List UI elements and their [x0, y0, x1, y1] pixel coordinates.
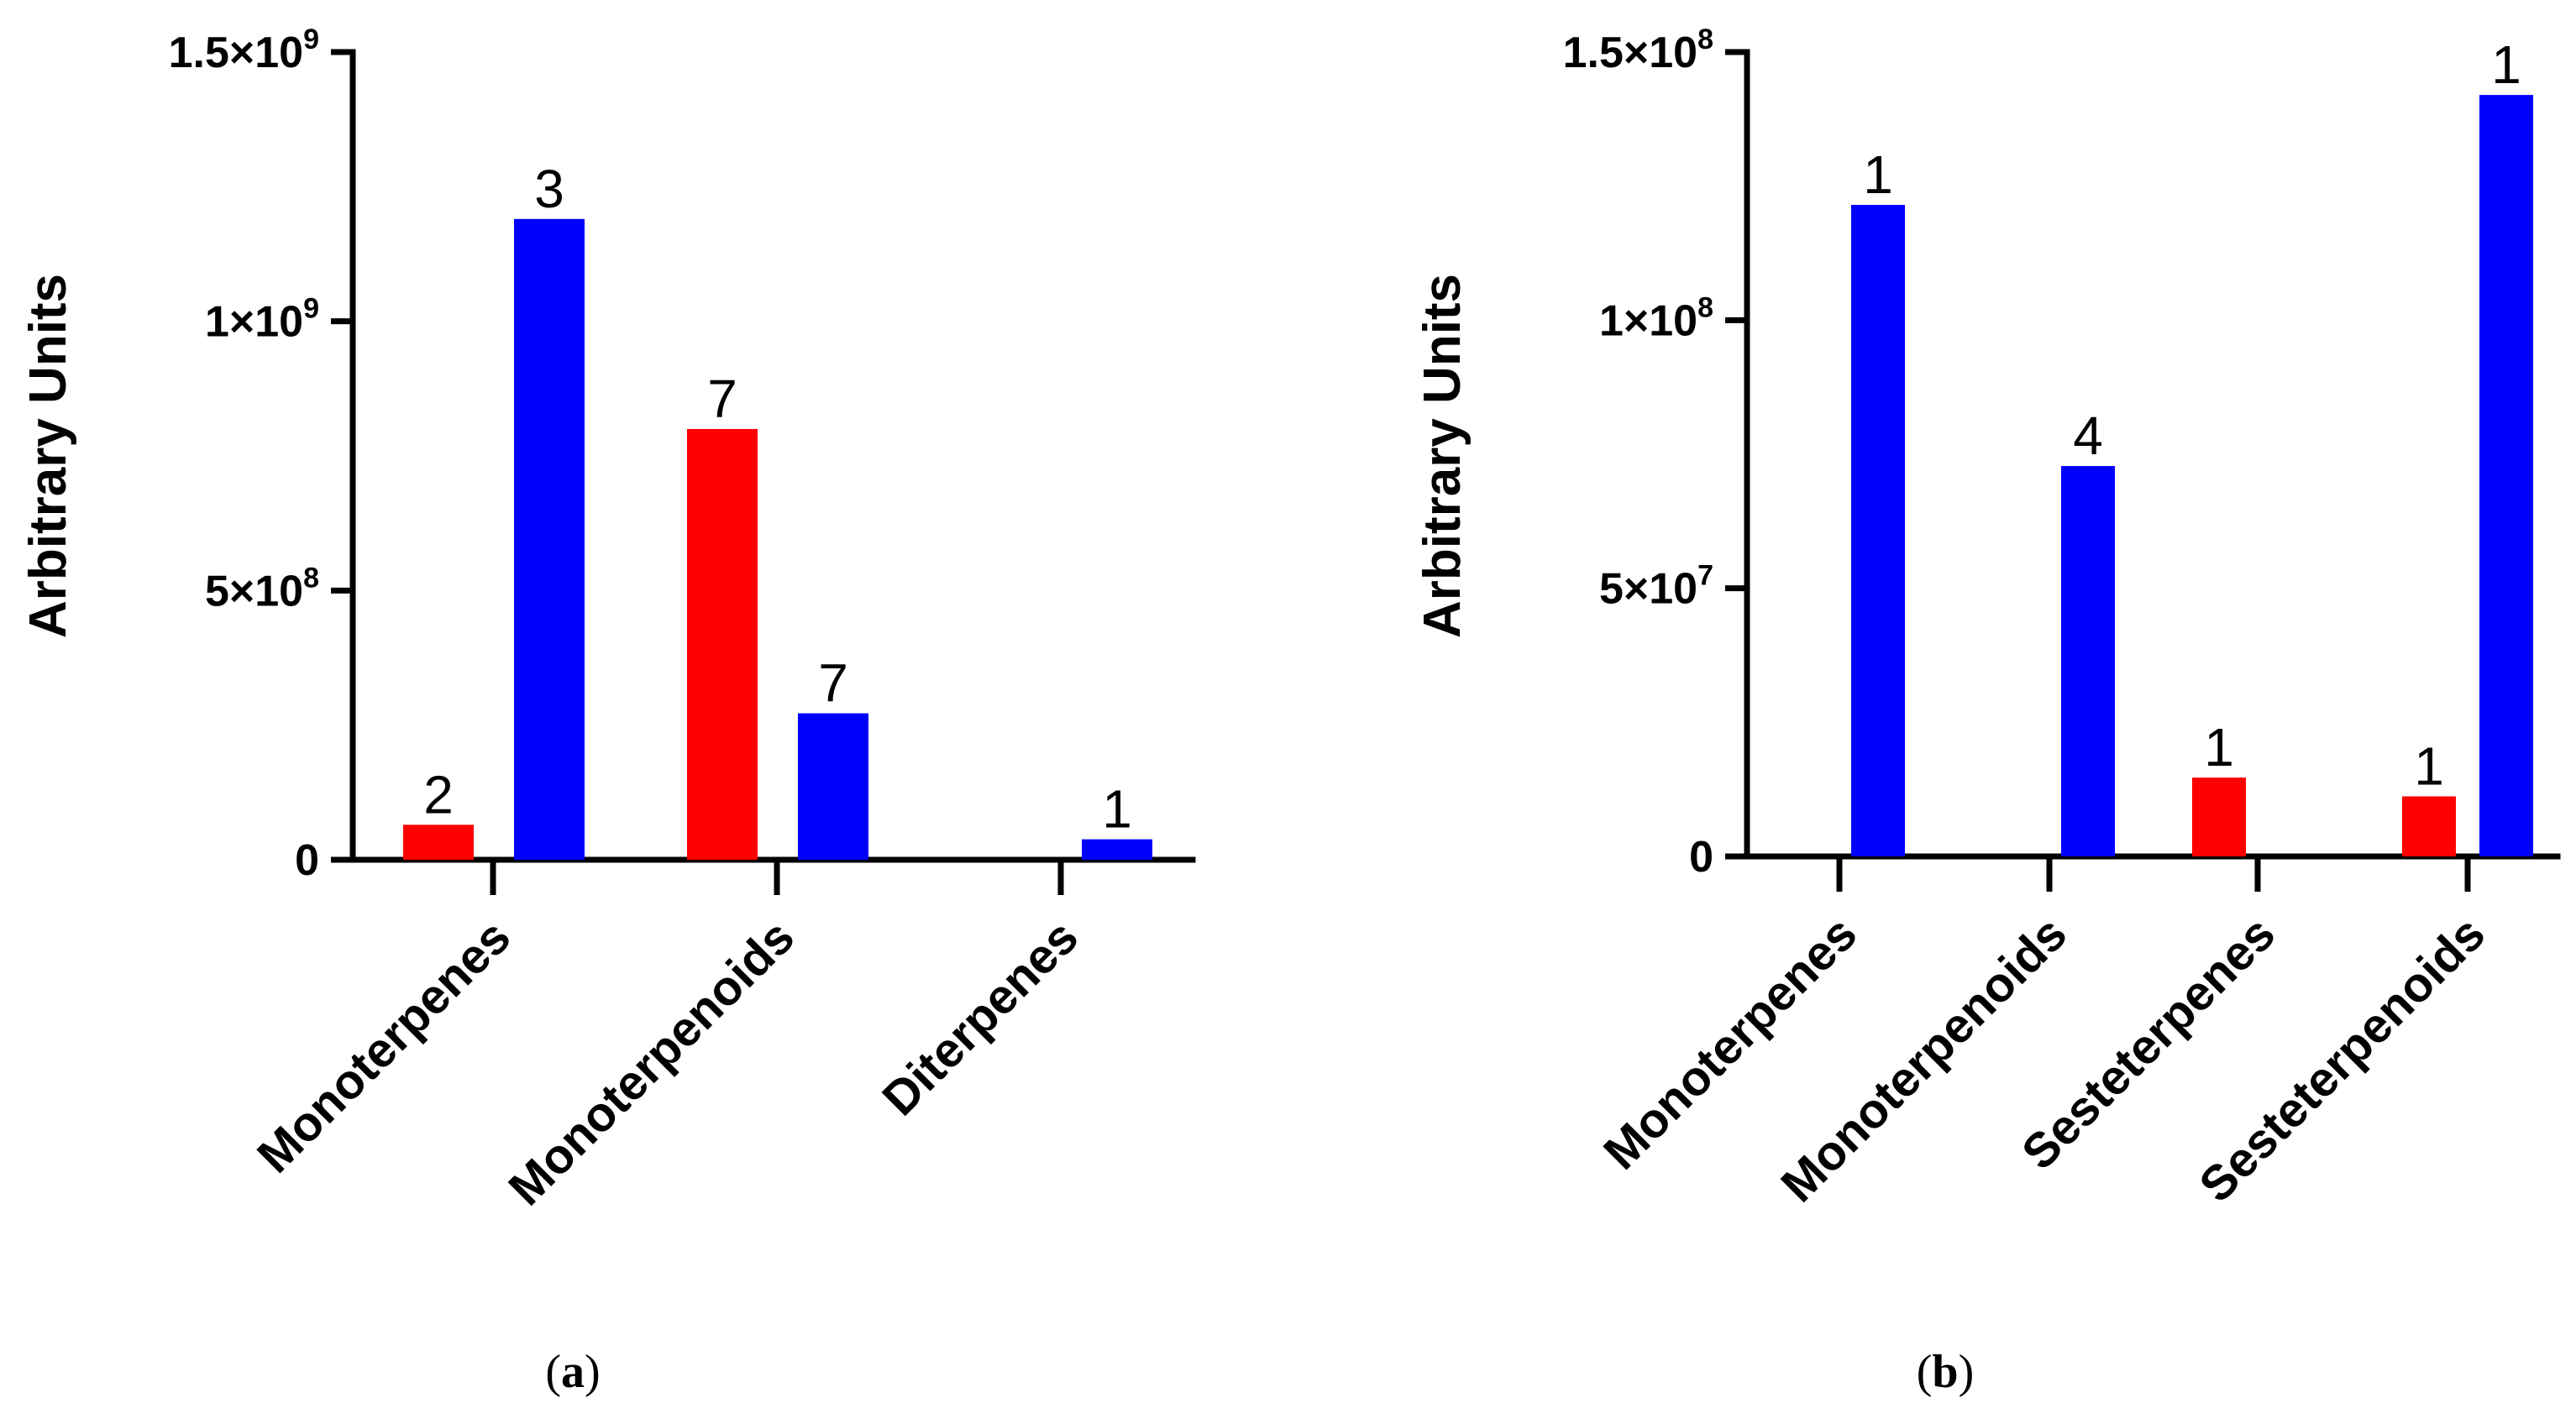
y-tick-label: 5×107 [1599, 560, 1713, 614]
y-tick-label: 0 [295, 836, 319, 885]
data-label: 7 [707, 369, 737, 429]
panel-label-paren-open: ( [545, 1346, 561, 1398]
data-label: 4 [2073, 406, 2103, 466]
bar-blue [2479, 95, 2533, 857]
y-tick-mantissa: 0 [1689, 833, 1713, 882]
bar-blue [514, 218, 585, 860]
data-label: 2 [423, 764, 454, 825]
y-tick-label: 0 [1689, 833, 1713, 882]
data-label: 7 [818, 653, 848, 714]
y-tick-mantissa: 1×10 [205, 298, 303, 347]
y-axis-title: Arbitrary Units [1414, 274, 1472, 638]
y-tick-label: 1.5×108 [1563, 24, 1713, 77]
y-axis-title: Arbitrary Units [19, 274, 77, 638]
y-tick-mantissa: 1.5×10 [169, 29, 304, 77]
y-tick-mantissa: 1.5×10 [1563, 29, 1698, 77]
bar-blue [798, 713, 868, 860]
data-label: 1 [1102, 779, 1132, 840]
panel-label-letter: b [1932, 1346, 1958, 1398]
data-label: 1 [1863, 144, 1893, 205]
y-tick-exponent: 7 [1697, 560, 1713, 592]
y-tick-exponent: 9 [303, 293, 319, 325]
y-tick-exponent: 9 [303, 24, 319, 55]
y-tick-label: 1.5×109 [169, 24, 319, 77]
panel-label: (a) [545, 1346, 600, 1398]
bar-blue [1851, 205, 1905, 856]
x-tick-label: Monoterpenes [247, 909, 521, 1183]
panel-label-paren-open: ( [1917, 1346, 1933, 1398]
y-tick-label: 1×109 [205, 293, 319, 347]
y-tick-mantissa: 1×10 [1599, 296, 1697, 345]
panel-label: (b) [1917, 1346, 1974, 1398]
y-tick-label: 1×108 [1599, 291, 1713, 345]
panel-label-letter: a [561, 1346, 585, 1398]
data-label: 3 [534, 159, 564, 219]
y-tick-exponent: 8 [1697, 291, 1713, 323]
y-tick-mantissa: 5×10 [1599, 565, 1697, 614]
panel-label-paren-close: ) [1959, 1346, 1975, 1398]
bar-red [2402, 796, 2456, 856]
bar-red [687, 428, 758, 860]
y-tick-exponent: 8 [1697, 24, 1713, 55]
bar-blue [1082, 839, 1152, 860]
data-label: 1 [2204, 717, 2234, 777]
data-label: 1 [2491, 34, 2521, 95]
x-tick-label: Diterpenes [872, 909, 1089, 1126]
y-tick-mantissa: 5×10 [205, 567, 303, 615]
bar-red [403, 825, 474, 860]
y-tick-mantissa: 0 [295, 836, 319, 885]
y-tick-label: 5×108 [205, 562, 319, 615]
panel-label-paren-close: ) [585, 1346, 601, 1398]
y-tick-exponent: 8 [303, 562, 319, 594]
bar-red [2192, 777, 2246, 856]
x-tick-label: Monoterpenoids [498, 909, 805, 1216]
bar-blue [2061, 466, 2115, 856]
data-label: 1 [2414, 736, 2444, 796]
